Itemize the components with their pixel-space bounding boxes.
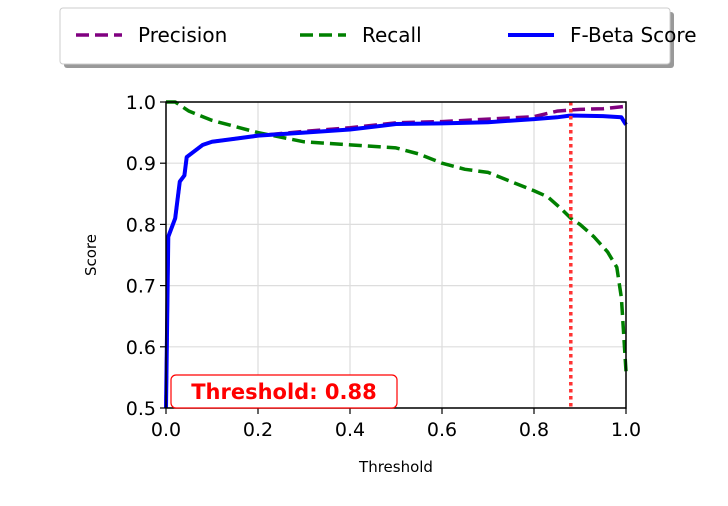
ticks: 0.0 0.2 0.4 0.6 0.8 1.0 0.5 0.6 0.7 0.8 0.9 1.0 <box>126 92 641 441</box>
x-tick-label: 0.2 <box>243 419 273 441</box>
threshold-label: Threshold: 0.88 <box>191 380 377 404</box>
x-tick-label: 0.6 <box>427 419 457 441</box>
x-tick-label: 0.4 <box>335 419 365 441</box>
series-precision-line <box>164 104 627 409</box>
y-tick-label: 0.6 <box>126 337 156 359</box>
y-tick-label: 0.7 <box>126 276 156 298</box>
legend-label: Recall <box>362 23 422 47</box>
legend-label: Precision <box>138 23 227 47</box>
x-tick-label: 0.8 <box>519 419 549 441</box>
plot-frame <box>165 101 627 409</box>
x-tick-label: 0.0 <box>151 419 181 441</box>
threshold-annotation: Threshold: 0.88 <box>170 374 398 409</box>
series-recall-line <box>166 100 628 372</box>
y-axis-label: Score <box>82 234 100 276</box>
series-f-beta-score-line <box>164 113 628 409</box>
legend-label: F-Beta Score <box>570 23 697 47</box>
y-tick-label: 0.8 <box>126 214 156 236</box>
y-tick-label: 0.9 <box>126 153 156 175</box>
y-tick-label: 1.0 <box>126 92 156 114</box>
y-tick-label: 0.5 <box>126 398 156 420</box>
x-axis-label: Threshold <box>358 458 433 476</box>
x-tick-label: 1.0 <box>611 419 641 441</box>
series-lines <box>164 100 628 409</box>
legend: Precision Recall F-Beta Score <box>59 7 697 68</box>
